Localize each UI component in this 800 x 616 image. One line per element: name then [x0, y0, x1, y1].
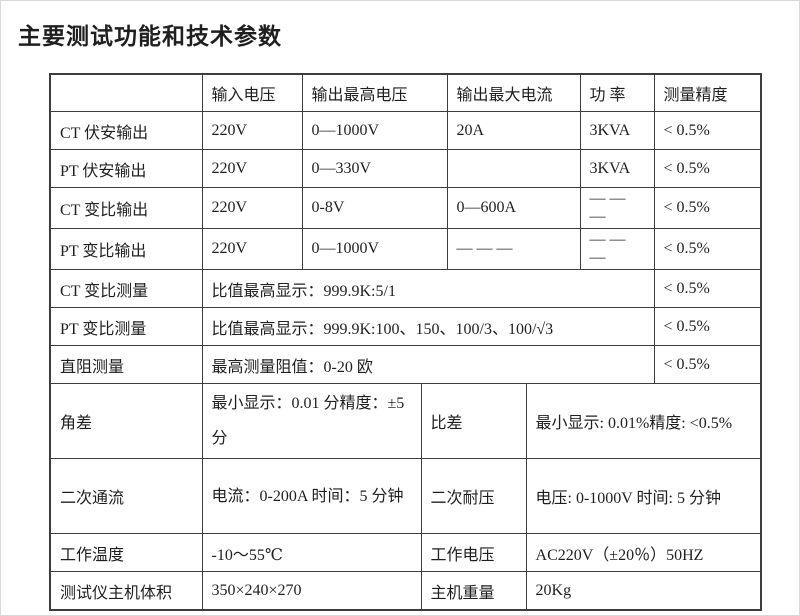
accuracy-cell: < 0.5% [653, 307, 762, 346]
column-header-accuracy: 测量精度 [653, 73, 762, 112]
table-row: 工作温度 -10～55℃ 工作电压 AC220V（±20％）50HZ [49, 533, 762, 573]
column-header-max-output-voltage: 输出最高电压 [301, 73, 448, 112]
power-cell: 3KVA [579, 149, 655, 188]
value-cell: AC220V（±20％）50HZ [525, 533, 762, 573]
column-header-blank [49, 73, 203, 112]
accuracy-cell: < 0.5% [653, 149, 762, 188]
column-header-max-output-current: 输出最大电流 [446, 73, 581, 112]
accuracy-cell: < 0.5% [653, 187, 762, 229]
accuracy-cell: < 0.5% [653, 269, 762, 308]
value-cell: 最小显示: 0.01%精度: <0.5% [525, 382, 762, 460]
value-cell: 电流：0-200A 时间：5 分钟 [201, 458, 422, 535]
merged-value-cell: 比值最高显示：999.9K:5/1 [201, 269, 655, 308]
value-cell: -10～55℃ [201, 533, 422, 573]
row-label-cell: 主机重量 [420, 571, 527, 611]
value-cell: 电压: 0-1000V 时间: 5 分钟 [525, 458, 762, 535]
table-row: PT 变比测量 比值最高显示：999.9K:100、150、100/3、100/… [49, 307, 762, 346]
row-label-cell: PT 变比测量 [49, 307, 203, 346]
max-output-voltage-cell: 0—1000V [301, 228, 448, 270]
input-voltage-cell: 220V [201, 228, 303, 270]
value-cell: 20Kg [525, 571, 762, 611]
power-cell: — — — [579, 187, 655, 229]
row-label-cell: PT 变比输出 [49, 228, 203, 270]
row-label-cell: 直阻测量 [49, 345, 203, 384]
max-output-voltage-cell: 0—330V [301, 149, 448, 188]
row-label-cell: 比差 [420, 382, 527, 460]
max-output-voltage-cell: 0-8V [301, 187, 448, 229]
row-label-cell: 二次通流 [49, 458, 203, 535]
row-label-cell: CT 变比输出 [49, 187, 203, 229]
max-output-voltage-cell: 0—1000V [301, 111, 448, 150]
table-row: 测试仪主机体积 350×240×270 主机重量 20Kg [49, 571, 762, 611]
power-cell: 3KVA [579, 111, 655, 150]
row-label-cell: PT 伏安输出 [49, 149, 203, 188]
column-header-power: 功 率 [579, 73, 655, 112]
power-cell: — — — [579, 228, 655, 270]
input-voltage-cell: 220V [201, 187, 303, 229]
row-label-cell: 工作温度 [49, 533, 203, 573]
spec-table: 输入电压 输出最高电压 输出最大电流 功 率 测量精度 CT 伏安输出 220V… [49, 73, 763, 612]
merged-value-cell: 比值最高显示：999.9K:100、150、100/3、100/√3 [201, 307, 655, 346]
accuracy-cell: < 0.5% [653, 228, 762, 270]
table-row: 直阻测量 最高测量阻值：0-20 欧 < 0.5% [49, 345, 762, 384]
value-cell: 350×240×270 [201, 571, 422, 611]
table-row: PT 变比输出 220V 0—1000V — — — — — — < 0.5% [49, 228, 762, 270]
max-output-current-cell: 0—600A [446, 187, 581, 229]
row-label-cell: 角差 [49, 382, 203, 460]
accuracy-cell: < 0.5% [653, 345, 762, 384]
table-row: 二次通流 电流：0-200A 时间：5 分钟 二次耐压 电压: 0-1000V … [49, 458, 762, 535]
row-label-cell: 测试仪主机体积 [49, 571, 203, 611]
input-voltage-cell: 220V [201, 111, 303, 150]
value-cell: 最小显示：0.01 分精度：±5 分 [201, 382, 422, 460]
column-header-input-voltage: 输入电压 [201, 73, 303, 112]
accuracy-cell: < 0.5% [653, 111, 762, 150]
table-row: 角差 最小显示：0.01 分精度：±5 分 比差 最小显示: 0.01%精度: … [49, 382, 762, 460]
table-row: CT 伏安输出 220V 0—1000V 20A 3KVA < 0.5% [49, 111, 762, 150]
max-output-current-cell: — — — [446, 228, 581, 270]
table-row: PT 伏安输出 220V 0—330V 3KVA < 0.5% [49, 149, 762, 188]
page-title: 主要测试功能和技术参数 [18, 24, 282, 49]
table-row: CT 变比输出 220V 0-8V 0—600A — — — < 0.5% [49, 187, 762, 229]
input-voltage-cell: 220V [201, 149, 303, 188]
row-label-cell: 二次耐压 [420, 458, 527, 535]
max-output-current-cell: 20A [446, 111, 581, 150]
table-row: CT 变比测量 比值最高显示：999.9K:5/1 < 0.5% [49, 269, 762, 308]
merged-value-cell: 最高测量阻值：0-20 欧 [201, 345, 655, 384]
max-output-current-cell [446, 149, 581, 188]
row-label-cell: CT 变比测量 [49, 269, 203, 308]
table-header-row: 输入电压 输出最高电压 输出最大电流 功 率 测量精度 [49, 73, 762, 112]
row-label-cell: 工作电压 [420, 533, 527, 573]
row-label-cell: CT 伏安输出 [49, 111, 203, 150]
